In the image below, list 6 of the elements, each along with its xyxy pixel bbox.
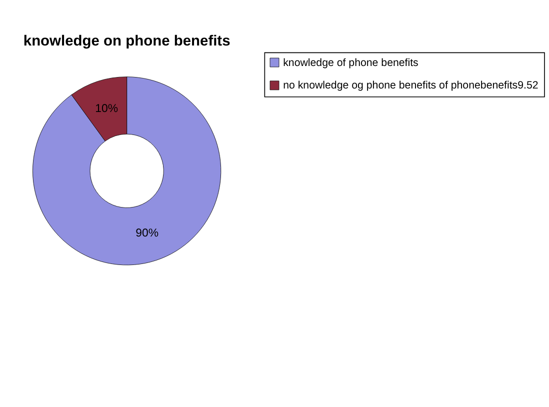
donut-slice	[32, 76, 222, 266]
data-label: 90%	[136, 227, 158, 240]
legend-label: knowledge of phone benefits	[283, 56, 418, 69]
chart-title: knowledge on phone benefits	[23, 33, 230, 50]
legend-label: no knowledge og phone benefits of phonebenefits9.52	[283, 80, 538, 92]
data-label: 10%	[95, 102, 118, 115]
